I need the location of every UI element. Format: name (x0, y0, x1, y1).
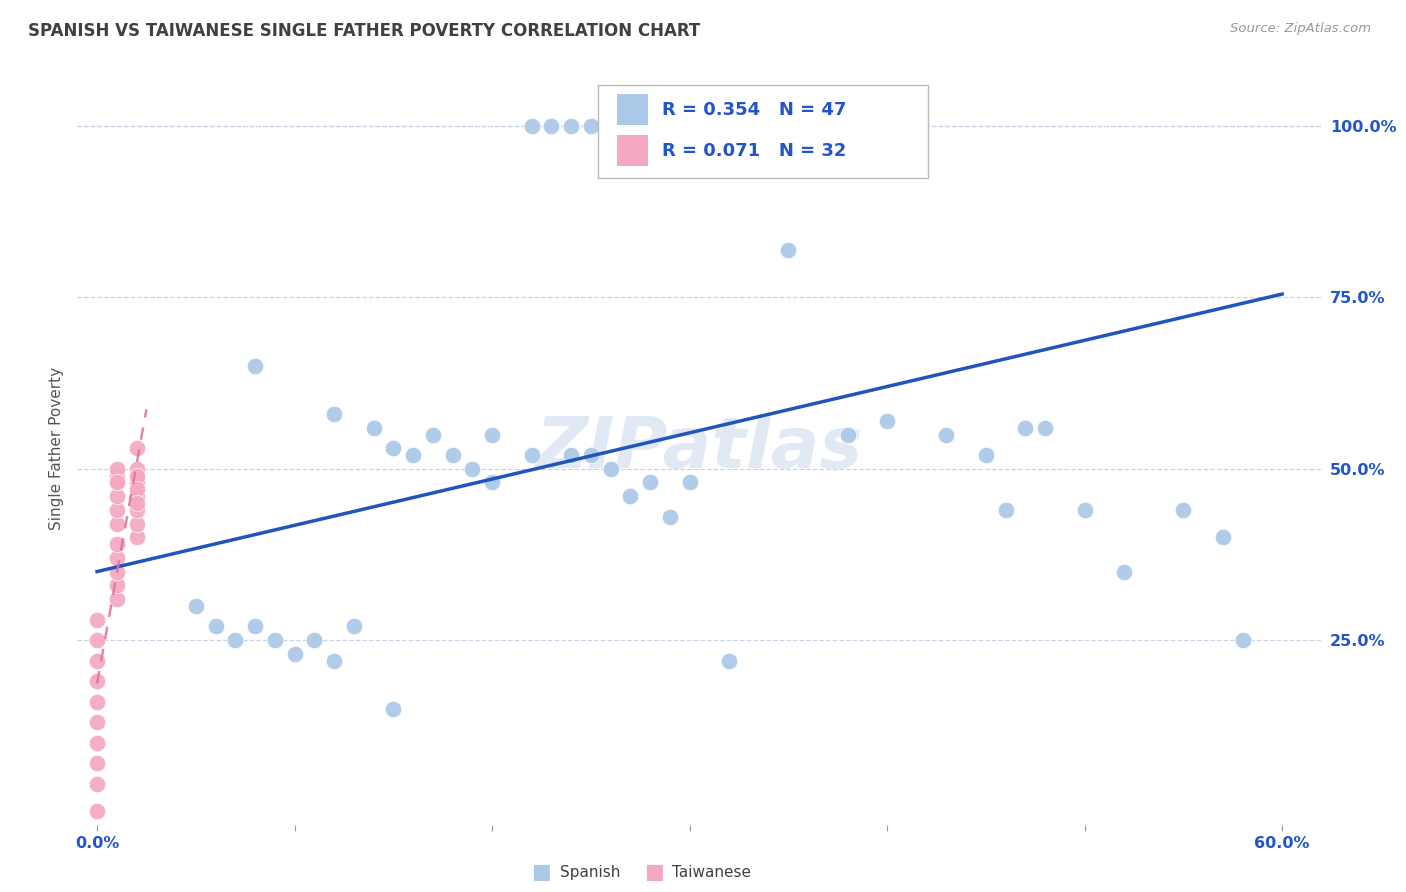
Point (243, 359, 266, 373)
Point (86, 736, 108, 750)
Point (441, 448, 464, 462)
Point (125, 483, 148, 497)
Text: ZIPatlas: ZIPatlas (536, 414, 863, 483)
Point (323, 407, 346, 421)
Text: R = 0.354   N = 47: R = 0.354 N = 47 (662, 101, 846, 119)
Point (638, 475, 661, 490)
Point (718, 654, 741, 668)
Point (994, 503, 1017, 517)
Point (86, 777, 108, 791)
Point (1114, 565, 1136, 579)
Point (105, 475, 128, 490)
Point (520, 119, 543, 133)
Point (105, 565, 128, 579)
Point (125, 489, 148, 503)
Text: Spanish: Spanish (560, 865, 620, 880)
Point (184, 599, 207, 613)
Point (125, 503, 148, 517)
Point (125, 468, 148, 483)
Point (343, 619, 366, 633)
Point (599, 462, 621, 476)
Point (363, 420, 385, 434)
Point (540, 119, 562, 133)
Point (86, 674, 108, 689)
Point (105, 475, 128, 490)
Point (1212, 530, 1234, 544)
Point (105, 468, 128, 483)
Point (105, 537, 128, 551)
Point (678, 475, 700, 490)
Point (481, 427, 503, 442)
Point (105, 516, 128, 531)
Point (125, 516, 148, 531)
Point (560, 448, 582, 462)
Point (974, 448, 997, 462)
Point (837, 427, 859, 442)
Point (105, 462, 128, 476)
Point (86, 633, 108, 648)
Point (86, 756, 108, 771)
Point (422, 427, 444, 442)
Point (105, 489, 128, 503)
Point (382, 701, 405, 715)
Text: Taiwanese: Taiwanese (672, 865, 751, 880)
Point (579, 448, 602, 462)
Point (86, 654, 108, 668)
Point (304, 633, 326, 648)
Point (243, 619, 266, 633)
Point (105, 550, 128, 565)
Point (560, 119, 582, 133)
Point (125, 475, 148, 490)
Point (1014, 420, 1036, 434)
Point (778, 243, 800, 257)
Point (125, 462, 148, 476)
Point (619, 489, 641, 503)
Point (105, 578, 128, 592)
Point (1033, 420, 1056, 434)
Point (323, 654, 346, 668)
Y-axis label: Single Father Poverty: Single Father Poverty (49, 367, 65, 530)
Text: R = 0.071   N = 32: R = 0.071 N = 32 (662, 142, 846, 160)
Text: SPANISH VS TAIWANESE SINGLE FATHER POVERTY CORRELATION CHART: SPANISH VS TAIWANESE SINGLE FATHER POVER… (28, 22, 700, 40)
Point (402, 448, 425, 462)
Point (105, 503, 128, 517)
Point (284, 647, 307, 661)
Point (86, 715, 108, 730)
Point (935, 427, 957, 442)
Point (125, 530, 148, 544)
Point (1232, 633, 1254, 648)
Text: Source: ZipAtlas.com: Source: ZipAtlas.com (1230, 22, 1371, 36)
Point (105, 592, 128, 607)
Point (263, 633, 285, 648)
Point (461, 462, 484, 476)
Point (86, 805, 108, 819)
Point (481, 475, 503, 490)
Point (1073, 503, 1095, 517)
Point (86, 613, 108, 627)
Text: ■: ■ (531, 863, 551, 882)
Point (520, 448, 543, 462)
Point (1173, 503, 1195, 517)
Point (86, 695, 108, 709)
Point (382, 441, 405, 455)
Point (125, 441, 148, 455)
Point (125, 496, 148, 510)
Point (876, 414, 898, 428)
Point (579, 119, 602, 133)
Text: ■: ■ (644, 863, 664, 882)
Point (224, 633, 246, 648)
Point (204, 619, 226, 633)
Point (658, 509, 681, 524)
